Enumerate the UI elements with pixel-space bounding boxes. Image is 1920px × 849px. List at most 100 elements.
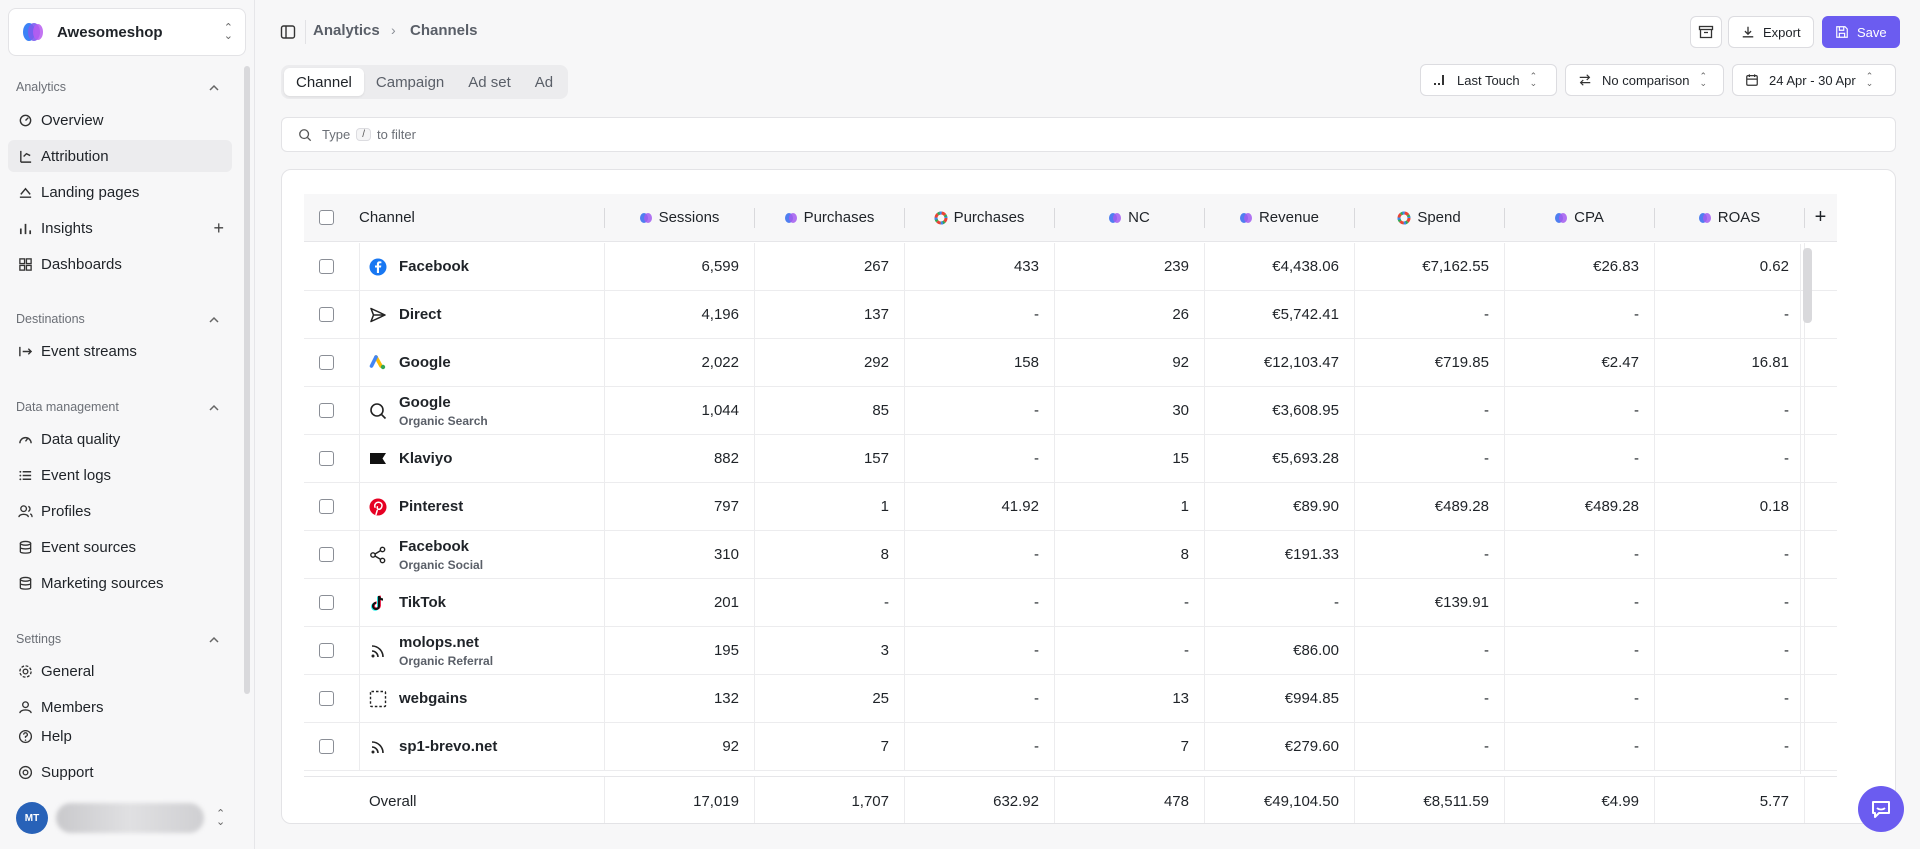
row-checkbox[interactable] (319, 643, 334, 658)
klaviyo-flag-icon (369, 450, 387, 468)
column-header-spend[interactable]: Spend (1354, 194, 1504, 241)
sidebar-item-event-streams[interactable]: Event streams (8, 335, 232, 367)
row-checkbox[interactable] (319, 547, 334, 562)
channel-name[interactable]: webgains (399, 690, 468, 707)
export-button[interactable]: Export (1728, 16, 1814, 48)
chevron-up-icon[interactable] (208, 82, 220, 94)
column-resize-handle[interactable] (904, 208, 905, 228)
table-row[interactable]: TikTok 201 - - - - €139.91 - - (304, 579, 1837, 627)
sidebar-item-support[interactable]: Support (8, 756, 232, 788)
column-resize-handle[interactable] (604, 208, 605, 228)
channel-name[interactable]: sp1-brevo.net (399, 738, 498, 755)
row-checkbox[interactable] (319, 451, 334, 466)
overall-revenue: €49,104.50 (1263, 793, 1339, 810)
row-checkbox[interactable] (319, 499, 334, 514)
channel-name[interactable]: Facebook (399, 258, 470, 275)
select-all-checkbox[interactable] (319, 210, 334, 225)
column-header-cpa[interactable]: CPA (1504, 194, 1654, 241)
column-header-sessions[interactable]: Sessions (604, 194, 754, 241)
row-checkbox[interactable] (319, 355, 334, 370)
chat-support-button[interactable] (1858, 786, 1904, 832)
sidebar-item-help[interactable]: Help (8, 720, 232, 752)
table-row[interactable]: webgains 132 25 - 13 €994.85 - - - (304, 675, 1837, 723)
table-row[interactable]: Direct 4,196 137 - 26 €5,742.41 - - - (304, 291, 1837, 339)
tab-ad-set[interactable]: Ad set (468, 73, 511, 91)
cell-divider (1654, 579, 1655, 626)
sidebar-item-general[interactable]: General (8, 655, 232, 687)
channel-name[interactable]: TikTok (399, 594, 446, 611)
column-resize-handle[interactable] (1654, 208, 1655, 228)
column-header-channel[interactable]: Channel (359, 209, 415, 226)
cell-purchases: 267 (863, 258, 889, 275)
sidebar-item-overview[interactable]: Overview (8, 104, 232, 136)
column-header-purchases[interactable]: Purchases (754, 194, 904, 241)
chevron-up-icon[interactable] (208, 402, 220, 414)
row-checkbox[interactable] (319, 259, 334, 274)
add-column-plus-icon[interactable]: + (1814, 206, 1827, 228)
channel-name[interactable]: molops.net (399, 634, 480, 651)
sidebar-scrollbar[interactable] (244, 66, 250, 694)
column-resize-handle[interactable] (1504, 208, 1505, 228)
row-checkbox[interactable] (319, 739, 334, 754)
channel-name[interactable]: Google (399, 354, 451, 371)
table-row[interactable]: Pinterest 797 1 41.92 1 €89.90 €489.28 €489.28 0… (304, 483, 1837, 531)
attribution-model-value: Last Touch (1457, 72, 1520, 88)
sidebar-item-members[interactable]: Members (8, 691, 232, 723)
cell-divider (1654, 483, 1655, 530)
column-resize-handle[interactable] (1354, 208, 1355, 228)
table-row[interactable]: molops.net Organic Referral 195 3 - - €86.00 - -… (304, 627, 1837, 675)
column-resize-handle[interactable] (1804, 208, 1805, 228)
sidebar-item-event-logs[interactable]: Event logs (8, 459, 232, 491)
table-row[interactable]: Google Organic Search 1,044 85 - 30 €3,608.95 -… (304, 387, 1837, 435)
save-button[interactable]: Save (1822, 16, 1900, 48)
tab-campaign[interactable]: Campaign (375, 73, 445, 91)
sidebar-item-data-quality[interactable]: Data quality (8, 423, 232, 455)
table-row[interactable]: sp1-brevo.net 92 7 - 7 €279.60 - - - (304, 723, 1837, 771)
date-range-select[interactable]: 24 Apr - 30 Apr ⌃ ⌄ (1732, 64, 1896, 96)
sidebar-item-event-sources[interactable]: Event sources (8, 531, 232, 563)
chevron-up-icon[interactable] (208, 634, 220, 646)
column-header-purchases[interactable]: Purchases (904, 194, 1054, 241)
sidebar-item-marketing-sources[interactable]: Marketing sources (8, 567, 232, 599)
sidebar-item-attribution[interactable]: Attribution (8, 140, 232, 172)
tab-ad[interactable]: Ad (534, 73, 554, 91)
channel-name[interactable]: Pinterest (399, 498, 464, 515)
add-insight-plus-icon[interactable]: + (213, 218, 224, 238)
channel-name[interactable]: Facebook (399, 538, 470, 555)
column-resize-handle[interactable] (1054, 208, 1055, 228)
archive-button[interactable] (1690, 16, 1722, 48)
table-row[interactable]: Facebook 6,599 267 433 239 €4,438.06 €7,162.55… (304, 243, 1837, 291)
channel-name[interactable]: Klaviyo (399, 450, 453, 467)
comparison-select[interactable]: No comparison ⌃ ⌄ (1565, 64, 1724, 96)
sidebar-toggle-icon[interactable] (280, 24, 296, 40)
channel-name[interactable]: Direct (399, 306, 442, 323)
row-checkbox[interactable] (319, 691, 334, 706)
chevron-up-icon[interactable] (208, 314, 220, 326)
user-menu[interactable]: MT ⌃ ⌄ (16, 800, 241, 836)
table-row[interactable]: Klaviyo 882 157 - 15 €5,693.28 - - - (304, 435, 1837, 483)
column-resize-handle[interactable] (1204, 208, 1205, 228)
row-checkbox[interactable] (319, 307, 334, 322)
tab-channel[interactable]: Channel (284, 68, 364, 96)
table-row[interactable]: Facebook Organic Social 310 8 - 8 €191.33 - - - (304, 531, 1837, 579)
filter-input[interactable]: Type / to filter (281, 117, 1896, 152)
attribution-model-select[interactable]: Last Touch ⌃ ⌄ (1420, 64, 1557, 96)
breadcrumb-analytics[interactable]: Analytics (313, 22, 380, 39)
table-scrollbar[interactable] (1803, 248, 1812, 323)
channel-subtitle: Organic Social (399, 558, 484, 572)
column-resize-handle[interactable] (754, 208, 755, 228)
row-checkbox[interactable] (319, 595, 334, 610)
workspace-switcher[interactable]: Awesomeshop ⌃ ⌄ (8, 8, 246, 56)
table-row[interactable]: Google 2,022 292 158 92 €12,103.47 €719.85 €2.4… (304, 339, 1837, 387)
cell-sessions: 92 (722, 738, 739, 755)
sidebar-item-profiles[interactable]: Profiles (8, 495, 232, 527)
column-header-revenue[interactable]: Revenue (1204, 194, 1354, 241)
sidebar-item-insights[interactable]: Insights + (8, 212, 232, 244)
sidebar-item-landing-pages[interactable]: Landing pages (8, 176, 232, 208)
table-scroll-track (1800, 244, 1801, 774)
channel-name[interactable]: Google (399, 394, 451, 411)
column-header-roas[interactable]: ROAS (1654, 194, 1804, 241)
column-header-nc[interactable]: NC (1054, 194, 1204, 241)
row-checkbox[interactable] (319, 403, 334, 418)
sidebar-item-dashboards[interactable]: Dashboards (8, 248, 232, 280)
